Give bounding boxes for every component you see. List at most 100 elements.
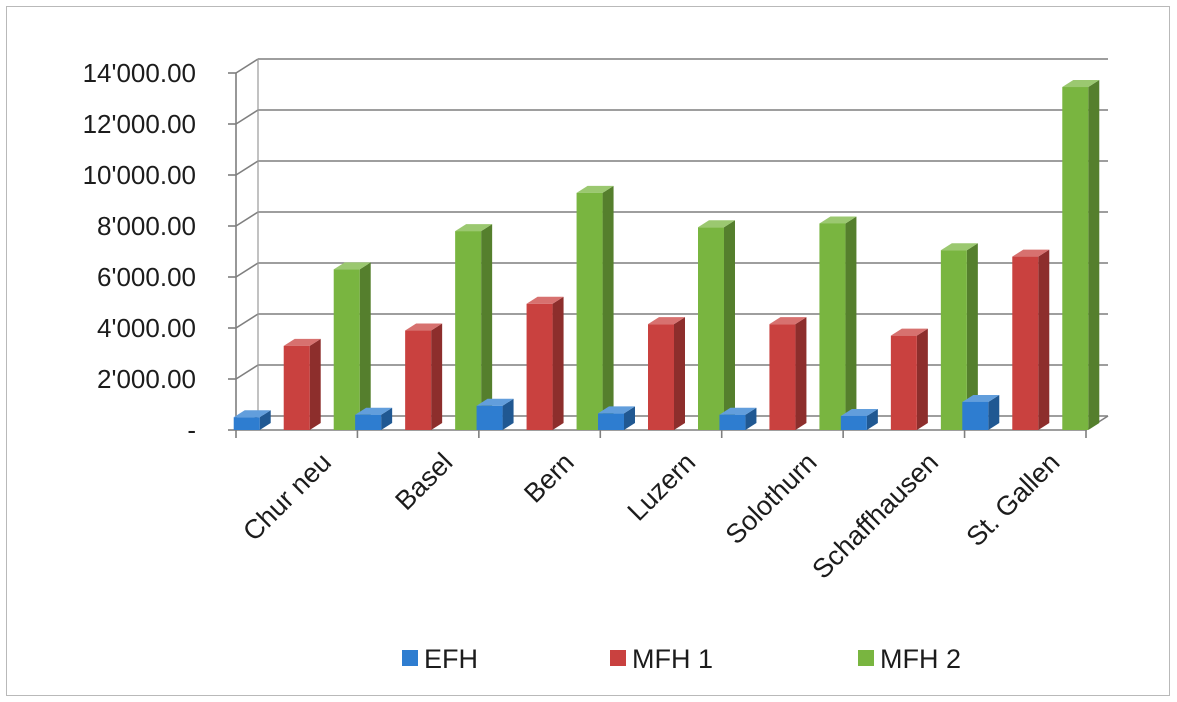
y-tick-label: 6'000.00 xyxy=(97,262,196,292)
x-tick-label: Bern xyxy=(518,447,580,509)
bar-front xyxy=(233,417,260,430)
bar-efh-0 xyxy=(233,410,271,430)
bar-side xyxy=(431,323,443,430)
x-tick-label: St. Gallen xyxy=(960,447,1065,552)
bar-side xyxy=(1038,249,1050,430)
bar-mfh-1-1 xyxy=(405,323,443,430)
legend-swatch xyxy=(610,650,626,666)
bar-front xyxy=(648,324,674,430)
bar-front xyxy=(840,415,867,430)
bar-mfh-2-6 xyxy=(1062,80,1100,431)
bar-front xyxy=(405,330,432,430)
bar-top xyxy=(769,317,807,325)
bar-top xyxy=(819,216,857,224)
bar-side xyxy=(624,406,635,430)
bar-side xyxy=(674,317,685,430)
bar-top xyxy=(890,328,928,336)
bar-mfh-2-5 xyxy=(940,243,978,430)
bar-top xyxy=(476,398,514,406)
bar-efh-6 xyxy=(962,394,1000,430)
bar-side xyxy=(381,407,393,430)
legend-swatch xyxy=(402,650,418,666)
bar-front xyxy=(1012,256,1039,430)
bar-top xyxy=(719,407,757,415)
gridline-depth xyxy=(235,109,259,125)
bar-front xyxy=(698,227,724,430)
bar-side xyxy=(745,407,757,430)
bar-top xyxy=(576,185,614,193)
bar-front xyxy=(890,335,917,430)
gridline-depth xyxy=(235,160,259,176)
bar-front xyxy=(1062,87,1089,431)
legend-label: MFH 1 xyxy=(632,644,713,674)
bar-efh-1 xyxy=(355,407,393,430)
legend: EFH MFH 1 MFH 2 xyxy=(402,644,961,674)
bar-front xyxy=(576,192,603,430)
x-tick-label: Chur neu xyxy=(237,447,337,547)
bar-side xyxy=(602,185,614,430)
bar-top xyxy=(598,406,635,414)
gridline-depth xyxy=(235,313,259,329)
bar-front xyxy=(940,250,967,430)
bar-front xyxy=(819,223,846,430)
bar-mfh-2-4 xyxy=(819,216,857,430)
bar-side xyxy=(916,328,928,430)
bar-top xyxy=(455,224,493,232)
bar-side xyxy=(988,394,1000,430)
bar-top xyxy=(1012,249,1050,257)
y-tick-label: 10'000.00 xyxy=(83,160,196,190)
legend-label: MFH 2 xyxy=(880,644,961,674)
bar-mfh-2-1 xyxy=(455,224,493,430)
bar-side xyxy=(724,220,735,430)
gridline-depth xyxy=(235,262,259,278)
bar-top xyxy=(233,410,271,418)
legend-item: MFH 2 xyxy=(858,644,961,674)
bar-mfh-1-3 xyxy=(648,317,685,430)
bar-mfh-1-2 xyxy=(526,296,564,430)
bar-side xyxy=(845,216,857,430)
bar-top xyxy=(526,296,564,304)
x-tick-label: Solothurn xyxy=(720,447,823,550)
bar-mfh-1-5 xyxy=(890,328,928,430)
y-tick-label: 12'000.00 xyxy=(83,109,196,139)
bar-top xyxy=(355,407,393,415)
bar-mfh-1-0 xyxy=(283,338,321,430)
bar-top xyxy=(1062,80,1100,88)
x-tick-label: Schaffhausen xyxy=(806,447,944,585)
legend-item: EFH xyxy=(402,644,478,674)
bar-top xyxy=(840,408,878,416)
bar-efh-5 xyxy=(840,408,878,430)
x-axis-ticks: Chur neu Basel Bern Luzern SolothurnSchaffha… xyxy=(237,447,1065,585)
bar-top xyxy=(648,317,685,325)
bar-side xyxy=(795,317,807,430)
x-tick-label: Basel xyxy=(389,447,458,516)
bar-front xyxy=(598,413,624,430)
bar-front xyxy=(526,303,553,430)
bar-front xyxy=(355,414,382,430)
bar-side xyxy=(359,262,371,430)
bar-side xyxy=(966,243,978,430)
bars xyxy=(233,80,1100,431)
bar-mfh-2-3 xyxy=(698,220,735,430)
legend-swatch xyxy=(858,650,874,666)
bar-top xyxy=(962,394,1000,402)
bar-front xyxy=(476,405,503,430)
bar-side xyxy=(866,408,878,430)
bar-mfh-2-0 xyxy=(333,262,371,430)
y-tick-label: - xyxy=(187,415,196,445)
bar-efh-2 xyxy=(476,398,514,430)
bar-side xyxy=(309,338,321,430)
bar-top xyxy=(283,338,321,346)
bar-front xyxy=(333,269,360,430)
bar-side xyxy=(481,224,493,430)
y-tick-label: 2'000.00 xyxy=(97,364,196,394)
legend-item: MFH 1 xyxy=(610,644,713,674)
bar-mfh-1-6 xyxy=(1012,249,1050,430)
bar-side xyxy=(259,410,271,430)
bar-front xyxy=(962,401,989,430)
bar-side xyxy=(552,296,564,430)
bar-side xyxy=(502,398,514,430)
y-tick-label: 8'000.00 xyxy=(97,211,196,241)
bar-mfh-2-2 xyxy=(576,185,614,430)
